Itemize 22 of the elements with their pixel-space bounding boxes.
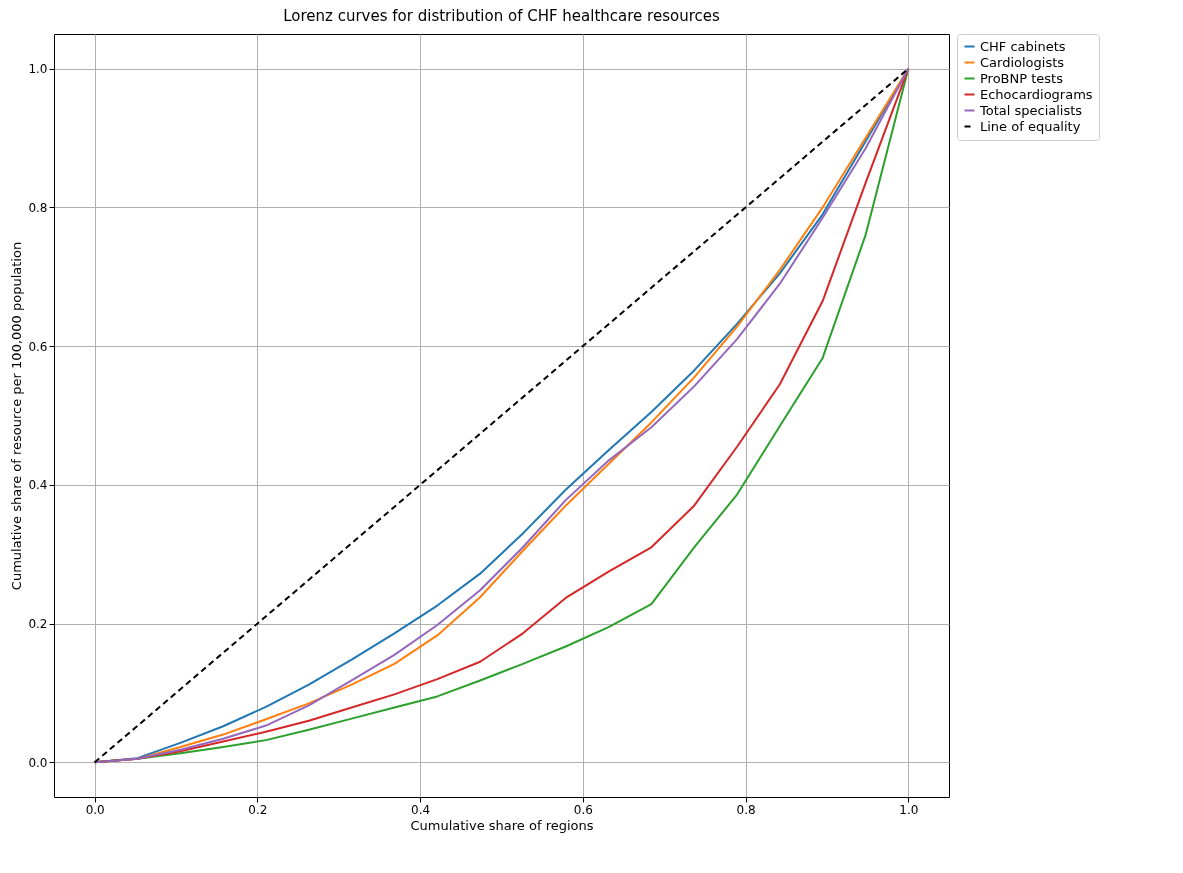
x-tick-label: 1.0 <box>899 802 919 817</box>
legend-label: Cardiologists <box>980 54 1065 70</box>
legend-label: ProBNP tests <box>980 70 1064 86</box>
y-tick-label: 1.0 <box>28 62 48 77</box>
y-tick-label: 0.8 <box>28 200 48 215</box>
y-tick-label: 0.4 <box>28 478 48 493</box>
x-tick-label: 0.2 <box>248 802 268 817</box>
y-axis-title: Cumulative share of resource per 100,000 population <box>9 241 25 591</box>
x-tick-label: 0.4 <box>411 802 431 817</box>
y-tick-label: 0.6 <box>28 339 48 354</box>
legend-label: Line of equality <box>980 118 1081 134</box>
y-tick-label: 0.2 <box>28 617 48 632</box>
line-series <box>93 67 910 764</box>
legend-label: Total specialists <box>979 102 1083 118</box>
legend-label: Echocardiograms <box>980 86 1093 102</box>
x-axis-title: Cumulative share of regions <box>410 817 594 833</box>
legend-label: CHF cabinets <box>980 38 1066 54</box>
x-tick-label: 0.0 <box>85 802 105 817</box>
chart-title: Lorenz curves for distribution of CHF healthcare resources <box>283 6 720 25</box>
x-tick-label: 0.6 <box>573 802 593 817</box>
x-tick-label: 0.8 <box>736 802 756 817</box>
y-tick-label: 0.0 <box>28 755 48 770</box>
